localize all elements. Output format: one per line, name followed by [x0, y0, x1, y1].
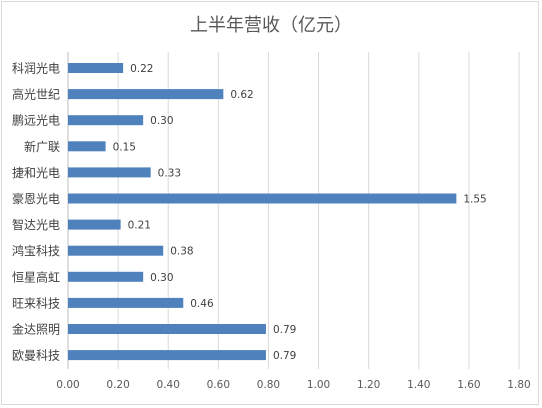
category-labels: 科润光电高光世纪鹏远光电新广联捷和光电豪恩光电智达光电鸿宝科技恒星高虹旺来科技金…: [12, 62, 60, 363]
category-label: 捷和光电: [12, 166, 60, 180]
x-axis-tick-labels: 0.00 0.20 0.40 0.60 0.80 1.00 1.20 1.40 1.60 1.80: [56, 379, 530, 391]
data-labels: 0.22 0.62 0.30 0.15 0.33 1.55 0.21 0.38 0.30 0.46…: [113, 63, 487, 362]
category-label: 金达照明: [12, 322, 60, 337]
x-tick-label: 1.80: [507, 379, 530, 391]
category-label: 新广联: [24, 139, 60, 154]
x-tick-label: 0.20: [106, 379, 129, 391]
bar: [68, 63, 124, 73]
bars: [68, 63, 457, 361]
data-label: 0.21: [128, 220, 151, 232]
data-label: 0.30: [150, 115, 173, 127]
category-label: 科润光电: [12, 62, 60, 76]
data-label: 0.62: [230, 89, 253, 101]
bar: [68, 167, 151, 178]
x-tick-label: 1.20: [357, 379, 380, 391]
bar: [68, 219, 121, 230]
x-tick-label: 1.00: [307, 379, 330, 391]
bar: [68, 89, 224, 100]
bar: [68, 271, 144, 282]
chart-title: 上半年营收（亿元）: [190, 15, 352, 36]
x-tick-label: 0.40: [157, 379, 180, 391]
category-label: 旺来科技: [12, 296, 60, 310]
data-label: 1.55: [463, 194, 486, 206]
bar: [68, 297, 184, 308]
data-label: 0.79: [273, 324, 296, 336]
x-tick-label: 0.00: [56, 379, 79, 391]
category-label: 豪恩光电: [12, 191, 60, 206]
data-label: 0.79: [273, 350, 296, 362]
category-label: 智达光电: [12, 217, 60, 232]
category-label: 欧曼科技: [12, 349, 60, 363]
bar: [68, 245, 164, 256]
data-label: 0.38: [170, 246, 193, 258]
data-label: 0.30: [150, 272, 173, 284]
bar: [68, 350, 266, 361]
bar: [68, 141, 106, 152]
category-label: 恒星高虹: [12, 269, 60, 284]
x-tick-label: 1.60: [457, 379, 480, 391]
x-tick-label: 0.80: [257, 379, 280, 391]
category-label: 鹏远光电: [12, 114, 60, 128]
bar: [68, 193, 457, 204]
data-label: 0.46: [190, 298, 214, 310]
category-label: 鸿宝科技: [12, 244, 60, 258]
x-tick-label: 1.40: [407, 379, 430, 391]
bar: [68, 324, 266, 334]
data-label: 0.15: [113, 141, 136, 153]
data-label: 0.22: [130, 63, 153, 75]
category-label: 高光世纪: [12, 87, 60, 102]
x-tick-label: 0.60: [207, 379, 230, 391]
data-label: 0.33: [158, 167, 181, 179]
grid-lines: [67, 52, 520, 369]
bar: [68, 115, 144, 126]
